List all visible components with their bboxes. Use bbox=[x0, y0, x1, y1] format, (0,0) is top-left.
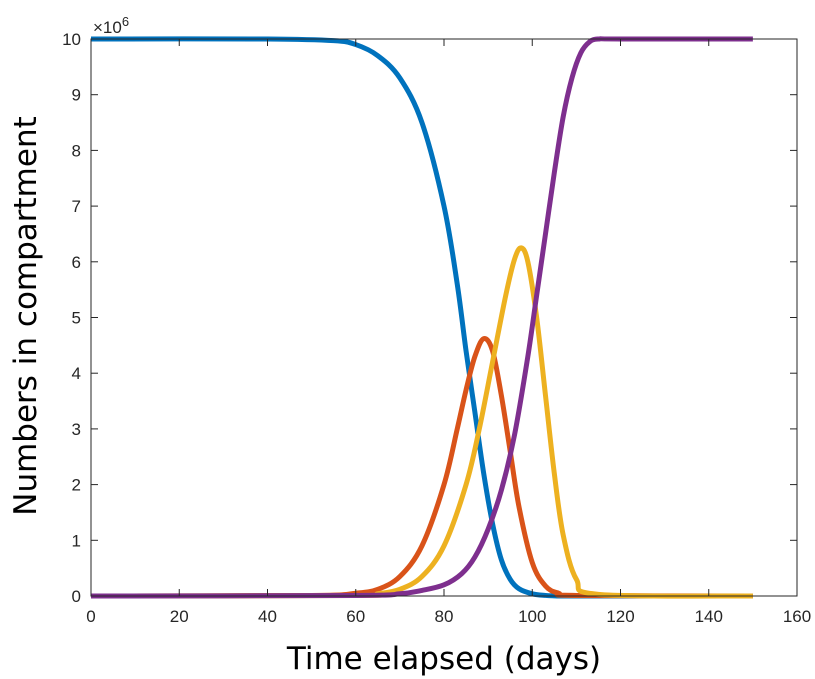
y-tick-label-2: 2 bbox=[72, 476, 81, 495]
plot-area bbox=[91, 39, 797, 596]
y-tick-label-7: 7 bbox=[72, 197, 81, 216]
x-tick-label-20: 20 bbox=[170, 607, 189, 626]
x-tick-label-40: 40 bbox=[258, 607, 277, 626]
y-exponent-base: ×10 bbox=[93, 18, 122, 37]
y-tick-label-1: 1 bbox=[72, 531, 81, 550]
x-tick-label-160: 160 bbox=[783, 607, 811, 626]
series-line-2 bbox=[90, 336, 753, 599]
x-tick-label-0: 0 bbox=[86, 607, 95, 626]
y-axis-title: Numbers in compartment bbox=[8, 116, 44, 516]
y-exponent-label: ×106 bbox=[93, 14, 129, 37]
x-axis-title: Time elapsed (days) bbox=[286, 641, 601, 677]
series-layer bbox=[90, 36, 753, 599]
x-tick-label-140: 140 bbox=[695, 607, 723, 626]
x-tick-label-100: 100 bbox=[518, 607, 546, 626]
series-line-4 bbox=[90, 36, 753, 599]
y-tick-label-8: 8 bbox=[72, 141, 81, 160]
y-tick-label-10: 10 bbox=[62, 30, 81, 49]
tick-layer: 0 20 40 60 80 100 120 140 160 0 1 2 3 4 5 6 7 8 9 10 bbox=[62, 30, 811, 626]
y-tick-label-5: 5 bbox=[72, 309, 81, 328]
y-tick-label-3: 3 bbox=[72, 420, 81, 439]
x-tick-label-60: 60 bbox=[346, 607, 365, 626]
y-tick-label-0: 0 bbox=[72, 587, 81, 606]
x-tick-label-120: 120 bbox=[606, 607, 634, 626]
y-tick-label-6: 6 bbox=[72, 253, 81, 272]
y-tick-label-4: 4 bbox=[72, 364, 81, 383]
y-exponent-power: 6 bbox=[122, 14, 129, 29]
x-tick-label-80: 80 bbox=[435, 607, 454, 626]
y-tick-label-9: 9 bbox=[72, 86, 81, 105]
